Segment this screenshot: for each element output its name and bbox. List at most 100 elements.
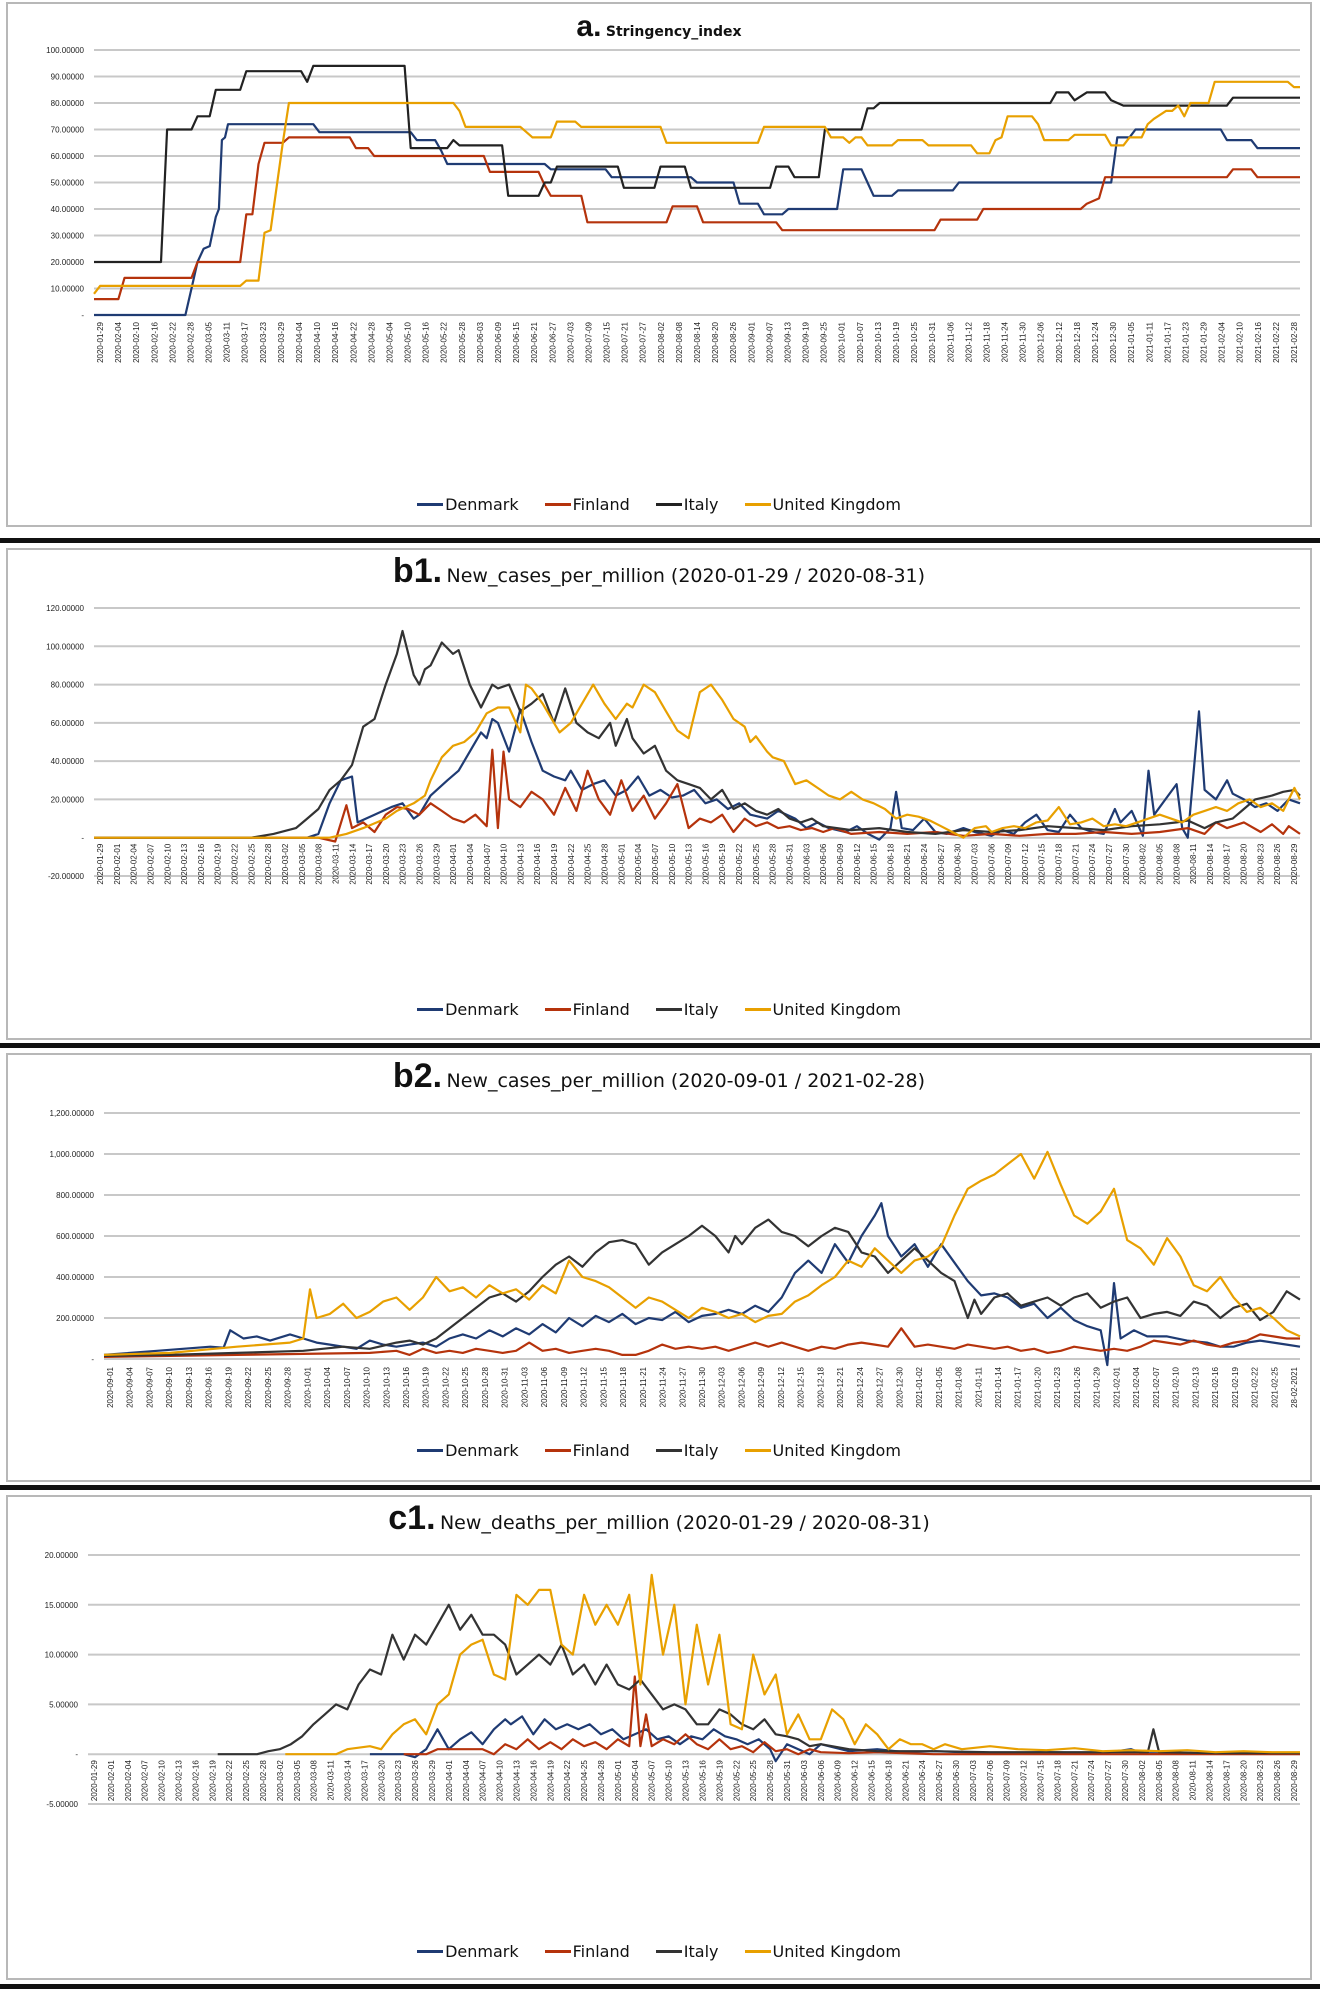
x-tick-label: 2020-11-18 xyxy=(982,321,991,362)
x-tick-label: 2020-08-02 xyxy=(657,321,666,362)
legend-swatch xyxy=(544,1449,571,1452)
x-tick-label: 2021-02-16 xyxy=(1254,321,1263,362)
x-tick-label: 2020-08-11 xyxy=(1189,1760,1198,1801)
x-tick-label: 2020-03-08 xyxy=(310,1760,319,1801)
x-tick-label: 2020-08-20 xyxy=(1239,1760,1248,1801)
x-tick-label: 2020-10-28 xyxy=(481,1366,490,1407)
legend-item-denmark: Denmark xyxy=(417,1441,519,1460)
x-tick-label: 2021-01-26 xyxy=(1073,1366,1082,1407)
panel-label: b2. xyxy=(392,1057,443,1095)
x-tick-label: 2020-09-19 xyxy=(224,1366,233,1407)
x-tick-label: 2020-06-27 xyxy=(548,321,557,362)
x-tick-label: 2021-01-05 xyxy=(1127,321,1136,362)
x-tick-label: 2020-05-13 xyxy=(685,843,694,884)
x-tick-label: 2021-01-11 xyxy=(974,1366,983,1407)
x-tick-label: 2020-06-03 xyxy=(802,843,811,884)
x-tick-label: 2020-10-25 xyxy=(461,1366,470,1407)
x-tick-label: 2020-05-16 xyxy=(698,1760,707,1801)
x-tick-label: 2020-04-16 xyxy=(533,843,542,884)
x-tick-label: 2021-02-22 xyxy=(1272,321,1281,362)
x-tick-label: 2020-05-04 xyxy=(634,843,643,884)
x-tick-label: 2020-05-22 xyxy=(732,1760,741,1801)
x-tick-label: 2020-04-07 xyxy=(483,843,492,884)
x-tick-label: 2020-07-06 xyxy=(986,1760,995,1801)
x-tick-label: 2020-06-09 xyxy=(834,1760,843,1801)
x-tick-label: 2020-08-08 xyxy=(1172,843,1181,884)
x-tick-label: 2020-03-20 xyxy=(377,1760,386,1801)
x-tick-label: 2020-05-22 xyxy=(440,321,449,362)
x-tick-label: 2020-06-24 xyxy=(918,1760,927,1801)
y-tick-label: 20.00000 xyxy=(45,1551,79,1560)
x-tick-label: 2020-08-20 xyxy=(711,321,720,362)
x-tick-label: 2020-12-06 xyxy=(1037,321,1046,362)
x-tick-label: 2020-03-23 xyxy=(399,843,408,884)
x-tick-label: 2020-12-18 xyxy=(1073,321,1082,362)
panel-separator xyxy=(0,1984,1320,1989)
x-tick-label: 2020-06-24 xyxy=(920,843,929,884)
x-tick-label: 2020-11-15 xyxy=(599,1366,608,1407)
series-line-united-kingdom xyxy=(93,80,1300,295)
x-tick-label: 2020-01-29 xyxy=(90,1760,99,1801)
x-tick-label: 2021-01-17 xyxy=(1163,321,1172,362)
y-tick-label: 10.00000 xyxy=(51,285,85,294)
x-tick-label: 2020-11-30 xyxy=(698,1366,707,1407)
x-tick-label: 2020-09-13 xyxy=(783,321,792,362)
x-tick-label: 2020-09-01 xyxy=(747,321,756,362)
x-tick-label: 2020-10-16 xyxy=(402,1366,411,1407)
legend-label: United Kingdom xyxy=(772,1000,901,1019)
x-tick-label: 2020-02-10 xyxy=(163,843,172,884)
x-tick-label: 2020-07-15 xyxy=(1036,1760,1045,1801)
x-tick-label: 2020-04-22 xyxy=(563,1760,572,1801)
x-tick-label: 2020-02-25 xyxy=(242,1760,251,1801)
y-tick-label: 5.00000 xyxy=(49,1700,78,1709)
x-tick-label: 2020-02-01 xyxy=(113,843,122,884)
x-tick-label: 2020-04-04 xyxy=(462,1760,471,1801)
x-tick-label: 2020-09-22 xyxy=(244,1366,253,1407)
x-tick-label: 2020-05-22 xyxy=(735,843,744,884)
x-tick-label: 2020-09-28 xyxy=(284,1366,293,1407)
x-tick-label: 2020-08-14 xyxy=(693,321,702,362)
x-tick-label: 2020-05-01 xyxy=(614,1760,623,1801)
x-tick-label: 2021-02-07 xyxy=(1152,1366,1161,1407)
y-tick-label: - xyxy=(81,311,84,320)
x-tick-label: 2020-07-24 xyxy=(1088,843,1097,884)
legend-item-finland: Finland xyxy=(544,1441,630,1460)
x-tick-label: 2020-07-18 xyxy=(1055,843,1064,884)
x-tick-label: 2021-01-29 xyxy=(1200,321,1209,362)
x-tick-label: 2020-07-03 xyxy=(969,1760,978,1801)
x-tick-label: 2020-03-05 xyxy=(293,1760,302,1801)
x-tick-label: 2020-03-20 xyxy=(382,843,391,884)
x-tick-label: 2020-05-16 xyxy=(422,321,431,362)
y-tick-label: 100.00000 xyxy=(46,46,84,55)
legend-swatch xyxy=(744,1950,771,1953)
x-tick-label: 2020-08-05 xyxy=(1155,1760,1164,1801)
x-tick-label: 2020-03-02 xyxy=(281,843,290,884)
x-tick-label: 28-02-2021 xyxy=(1290,1366,1299,1407)
y-tick-label: 120.00000 xyxy=(46,604,84,613)
x-tick-label: 2020-04-25 xyxy=(584,843,593,884)
x-tick-label: 2020-12-12 xyxy=(777,1366,786,1407)
x-tick-label: 2020-07-21 xyxy=(1071,843,1080,884)
x-tick-label: 2020-10-10 xyxy=(363,1366,372,1407)
x-tick-label: 2020-06-06 xyxy=(817,1760,826,1801)
x-tick-label: 2020-03-29 xyxy=(277,321,286,362)
x-tick-label: 2020-02-28 xyxy=(259,1760,268,1801)
x-tick-label: 2020-08-02 xyxy=(1138,1760,1147,1801)
x-tick-label: 2020-05-16 xyxy=(701,843,710,884)
x-tick-label: 2020-03-02 xyxy=(276,1760,285,1801)
legend-item-finland: Finland xyxy=(544,1942,630,1961)
x-tick-label: 2020-07-12 xyxy=(1021,843,1030,884)
x-tick-label: 2021-01-02 xyxy=(915,1366,924,1407)
x-tick-label: 2020-12-09 xyxy=(757,1366,766,1407)
x-tick-label: 2020-08-05 xyxy=(1155,843,1164,884)
legend-item-finland: Finland xyxy=(544,495,630,514)
x-tick-label: 2020-12-15 xyxy=(797,1366,806,1407)
x-tick-label: 2020-05-07 xyxy=(651,843,660,884)
x-tick-label: 2020-02-04 xyxy=(114,321,123,362)
x-tick-label: 2020-06-27 xyxy=(935,1760,944,1801)
x-tick-label: 2020-03-14 xyxy=(344,1760,353,1801)
x-tick-label: 2020-05-04 xyxy=(385,321,394,362)
x-tick-label: 2020-08-08 xyxy=(675,321,684,362)
x-tick-label: 2020-12-24 xyxy=(856,1366,865,1407)
x-tick-label: 2020-08-17 xyxy=(1222,1760,1231,1801)
